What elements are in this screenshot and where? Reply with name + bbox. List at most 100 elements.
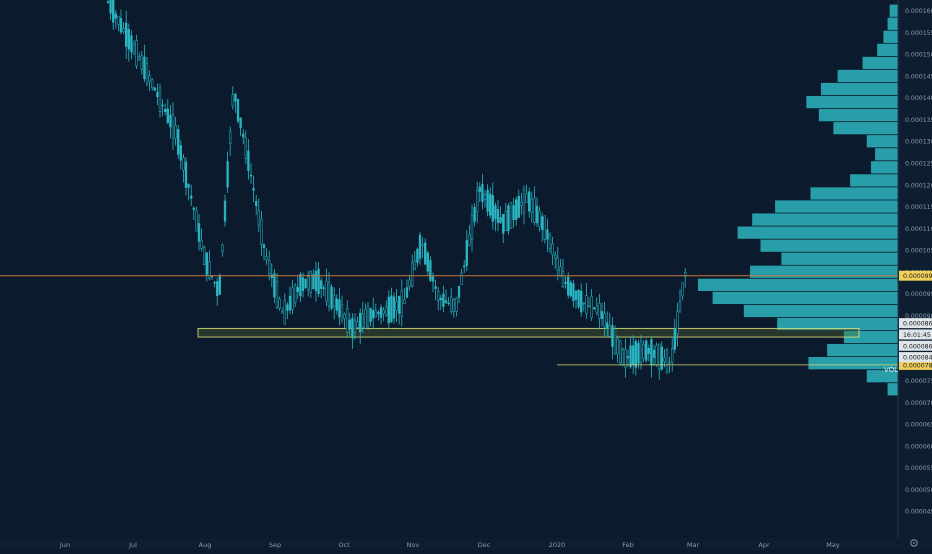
candle-body xyxy=(585,295,588,314)
candle-body xyxy=(595,305,598,314)
candle-body xyxy=(231,94,234,107)
candle-body xyxy=(145,62,149,84)
candle-body xyxy=(283,299,286,325)
candle-body xyxy=(561,271,565,287)
candle-body xyxy=(356,321,359,328)
candle-body xyxy=(268,260,271,275)
support-price-label-bg xyxy=(899,359,932,370)
volume-profile-bar xyxy=(877,43,898,56)
candle-body xyxy=(156,91,159,97)
candle-body xyxy=(681,282,684,297)
candle-body xyxy=(234,93,237,102)
candle-body xyxy=(522,189,526,214)
candle-body xyxy=(520,202,523,206)
candle-body xyxy=(671,348,674,363)
candle-body xyxy=(556,257,559,271)
candle-body xyxy=(465,240,468,266)
volume-profile-bar xyxy=(837,69,898,83)
volume-profile-bar xyxy=(862,56,898,70)
candle-body xyxy=(468,234,471,246)
price-tick-label: 0.0001200 xyxy=(905,182,932,189)
candle-body xyxy=(546,229,549,240)
price-tick-label: 0.0001500 xyxy=(905,52,932,59)
candle-body xyxy=(153,87,156,91)
candle-body xyxy=(632,345,635,366)
candle-body xyxy=(606,322,609,329)
candle-body xyxy=(569,282,572,297)
candle-body xyxy=(551,243,554,255)
price-tick-label: 0.0000650 xyxy=(905,422,932,429)
volume-profile-bar xyxy=(806,95,898,109)
settings-gear-icon-core[interactable] xyxy=(913,542,915,544)
candle-body xyxy=(400,290,403,317)
price-label-b-bg xyxy=(899,352,932,363)
candle-body xyxy=(541,216,544,230)
settings-gear-icon-outer[interactable] xyxy=(910,539,918,547)
candle-body xyxy=(421,243,424,247)
candle-body xyxy=(252,187,255,191)
candle-body xyxy=(665,349,669,373)
candle-body xyxy=(377,311,380,315)
candle-body xyxy=(106,1,110,3)
volume-profile-bar xyxy=(870,161,898,174)
price-label-a-bg xyxy=(899,340,932,351)
candle-body xyxy=(639,341,643,364)
candle-body xyxy=(340,304,344,321)
candle-body xyxy=(307,276,310,290)
candle-body xyxy=(455,297,458,312)
levels xyxy=(0,275,898,366)
candle-body xyxy=(564,281,567,285)
candle-body xyxy=(296,287,299,292)
price-tick-label: 0.0000950 xyxy=(905,291,932,298)
candle-body xyxy=(343,313,346,319)
candle-body xyxy=(351,318,354,339)
price-label-a: 0.0000866 xyxy=(903,343,932,350)
volume-profile-bar xyxy=(833,122,898,135)
candle-body xyxy=(452,299,455,312)
candle-body xyxy=(629,345,632,368)
candle-body xyxy=(530,198,533,213)
settings-gear-icon[interactable] xyxy=(910,539,918,547)
volume-profile-bar xyxy=(752,213,898,226)
price-tick-label: 0.0000600 xyxy=(905,443,932,450)
candle-body xyxy=(127,29,130,50)
candle-body xyxy=(411,262,414,287)
volume-profile-bar xyxy=(712,291,898,305)
candle-body xyxy=(247,150,250,172)
time-tick-label: Jun xyxy=(59,541,70,549)
candle-body xyxy=(650,339,653,366)
candle-body xyxy=(444,300,448,303)
candle-body xyxy=(112,0,115,23)
candle-body xyxy=(528,191,531,212)
price-tick-label: 0.0001550 xyxy=(905,30,932,37)
price-tick-label: 0.0000750 xyxy=(905,378,932,385)
candle-body xyxy=(668,361,671,364)
time-axis[interactable]: Jun Jul Aug Sep Oct Nov Dec 2020 Feb Mar Apr May xyxy=(59,541,840,549)
volume-profile-bar xyxy=(843,330,898,344)
candle-body xyxy=(138,56,141,60)
candle-body xyxy=(203,247,206,265)
candle-body xyxy=(387,296,390,324)
candle-body xyxy=(543,215,546,240)
candle-body xyxy=(270,274,273,279)
candle-body xyxy=(678,301,682,311)
candle-body xyxy=(426,252,429,272)
candle-body xyxy=(379,307,383,318)
candle-body xyxy=(574,290,578,300)
candle-body xyxy=(645,340,648,361)
candle-body xyxy=(361,313,364,328)
candle-body xyxy=(333,294,336,308)
candle-body xyxy=(663,357,666,362)
candle-body xyxy=(327,282,331,307)
volume-profile xyxy=(698,4,898,396)
time-axis-panel[interactable] xyxy=(0,538,898,550)
candle-body xyxy=(473,206,476,222)
volume-profile-bar xyxy=(850,174,898,187)
price-tick-label: 0.0000500 xyxy=(905,487,932,494)
candle-body xyxy=(187,184,190,188)
candle-body xyxy=(335,298,338,311)
price-tick-label: 0.0000900 xyxy=(905,313,932,320)
current-price-label-bg xyxy=(899,318,932,329)
price-labels: 0.0000991 0.0000786 0.0000866 16:01:45 0.000… xyxy=(899,270,932,370)
